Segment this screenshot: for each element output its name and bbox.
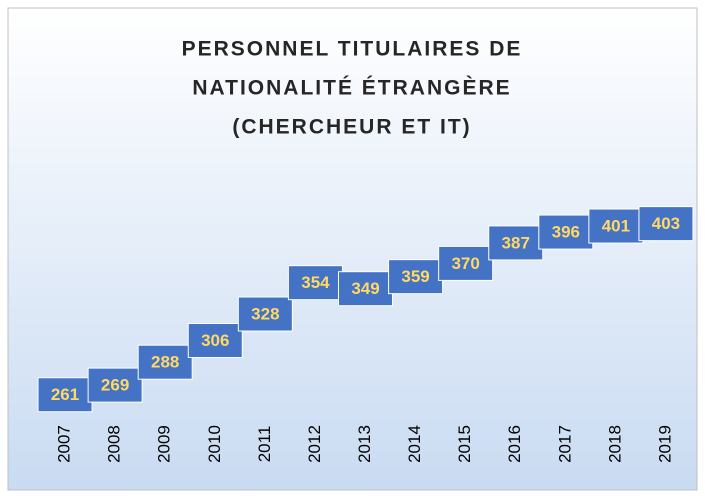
data-label-box <box>287 265 343 301</box>
data-label: 403 <box>652 214 680 233</box>
data-label-box <box>438 245 494 281</box>
data-label-box <box>87 367 143 403</box>
data-label: 354 <box>301 273 330 292</box>
x-tick-label: 2018 <box>605 425 624 463</box>
data-label-box <box>588 208 644 244</box>
data-label-box <box>638 206 694 242</box>
data-label: 288 <box>151 353 179 372</box>
data-label-box <box>187 323 243 359</box>
data-label-box <box>388 259 444 295</box>
data-label: 401 <box>602 217 630 236</box>
data-label: 370 <box>451 254 479 273</box>
data-label: 396 <box>552 223 580 242</box>
data-label: 349 <box>351 279 379 298</box>
chart-title: NATIONALITÉ ÉTRANGÈRE <box>192 77 511 100</box>
x-tick-label: 2013 <box>355 425 374 463</box>
data-label: 261 <box>51 385 79 404</box>
data-label-box <box>137 344 193 380</box>
x-tick-label: 2010 <box>205 425 224 463</box>
x-tick-label: 2007 <box>55 425 74 463</box>
data-label-box <box>488 225 544 261</box>
data-label: 359 <box>401 267 429 286</box>
chart-title: (CHERCHEUR ET IT) <box>232 116 471 139</box>
x-tick-label: 2019 <box>655 425 674 463</box>
x-tick-label: 2008 <box>105 425 124 463</box>
x-tick-label: 2017 <box>555 425 574 463</box>
data-label: 328 <box>251 304 279 323</box>
data-label: 387 <box>502 233 530 252</box>
x-tick-label: 2015 <box>455 425 474 463</box>
x-tick-label: 2014 <box>405 425 424 463</box>
x-tick-label: 2012 <box>305 425 324 463</box>
data-label: 306 <box>201 331 229 350</box>
x-tick-label: 2016 <box>505 425 524 463</box>
x-tick-label: 2011 <box>255 426 274 463</box>
chart-title: PERSONNEL TITULAIRES DE <box>182 38 523 61</box>
data-label-box <box>37 377 93 413</box>
x-tick-label: 2009 <box>155 425 174 463</box>
data-label-box <box>237 296 293 332</box>
data-label: 269 <box>101 376 129 395</box>
